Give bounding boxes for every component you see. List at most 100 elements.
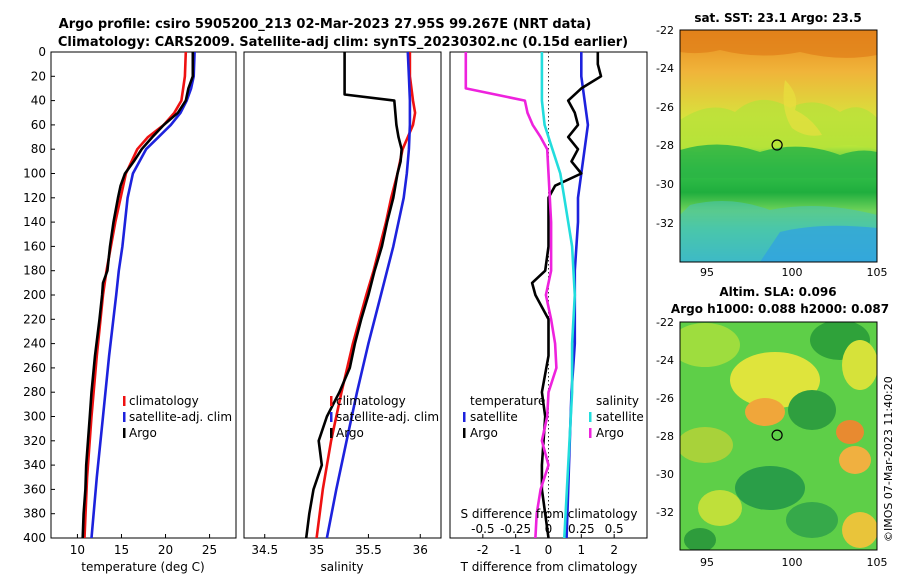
series-line-argo (81, 52, 195, 538)
legend-argo-label: Argo (129, 426, 157, 440)
sla-map-title: Altim. SLA: 0.096 (719, 285, 836, 299)
legend-satellite-swatch (123, 412, 126, 422)
sst-y-ticks: -22 -24 -26 -28 -30 -32 (656, 24, 674, 230)
sla-map-image (680, 322, 877, 550)
depth-tick-label: 200 (23, 288, 46, 302)
salinity-diff-tick-label: 0.25 (568, 522, 595, 536)
depth-tick-label: 320 (23, 434, 46, 448)
sst-xtick: 95 (700, 266, 714, 279)
legend-argo-label: Argo (336, 426, 364, 440)
x-tick-label: 20 (158, 543, 173, 557)
legend-climatology-label: climatology (336, 394, 406, 408)
series-line-salinity-satellite (540, 52, 577, 538)
series-line-climatology (83, 52, 188, 538)
legend-salinity-argo-label: Argo (596, 426, 624, 440)
depth-tick-label: 220 (23, 312, 46, 326)
legend-temperature-satellite-label: satellite (470, 410, 518, 424)
sla-map-subtitle: Argo h1000: 0.088 h2000: 0.087 (671, 302, 889, 316)
salinity-lines (304, 52, 417, 538)
temperature-legend: climatology satellite-adj. clim Argo (123, 394, 232, 440)
x-tick-label: 25 (202, 543, 217, 557)
legend-temperature-argo-swatch (463, 428, 466, 438)
sla-xtick: 95 (700, 556, 714, 569)
series-line-argo (304, 52, 403, 538)
depth-tick-label: 340 (23, 458, 46, 472)
difference-legend: temperature satellite Argo salinity sate… (463, 394, 644, 440)
legend-temperature-title: temperature (470, 394, 545, 408)
sst-map: sat. SST: 23.1 Argo: 23.5 -22 -24 -26 -2… (656, 11, 887, 279)
salinity-legend: climatology satellite-adj. clim Argo (330, 394, 439, 440)
legend-salinity-title: salinity (596, 394, 639, 408)
temperature-x-axis: 10 15 20 25 (70, 534, 217, 557)
sst-ytick: -28 (656, 139, 674, 152)
sst-ytick: -26 (656, 101, 674, 114)
series-line-salinity-argo (464, 52, 558, 538)
legend-satellite-swatch (330, 412, 333, 422)
depth-tick-label: 120 (23, 191, 46, 205)
legend-satellite-label: satellite-adj. clim (129, 410, 232, 424)
series-line-climatology (315, 52, 417, 538)
depth-axis: 0 20 40 60 80 100 120 140 160 180 200 220 240 260 280 3… (23, 45, 454, 545)
series-line-satellite-adj-clim (325, 52, 412, 538)
sla-ytick: -30 (656, 468, 674, 481)
sst-ytick: -24 (656, 62, 674, 75)
depth-tick-label: 80 (31, 142, 46, 156)
sla-ytick: -32 (656, 506, 674, 519)
x-tick-label: 15 (114, 543, 129, 557)
sla-ytick: -26 (656, 392, 674, 405)
salinity-diff-tick-label: -0.25 (500, 522, 531, 536)
sst-ytick: -22 (656, 24, 674, 37)
sla-xtick: 105 (867, 556, 888, 569)
legend-climatology-swatch (330, 396, 333, 406)
sla-y-ticks: -22 -24 -26 -28 -30 -32 (656, 316, 674, 519)
sst-xtick: 100 (782, 266, 803, 279)
depth-tick-label: 160 (23, 239, 46, 253)
depth-tick-label: 180 (23, 264, 46, 278)
x-tick-label: 36 (413, 543, 428, 557)
temperature-panel: 0 20 40 60 80 100 120 140 160 180 200 220 240 260 280 3… (23, 45, 454, 574)
legend-salinity-satellite-label: satellite (596, 410, 644, 424)
depth-tick-label: 300 (23, 410, 46, 424)
salinity-diff-tick-label: -0.5 (471, 522, 494, 536)
depth-tick-label: 60 (31, 118, 46, 132)
depth-tick-label: 360 (23, 482, 46, 496)
title-line-2: Climatology: CARS2009. Satellite-adj cli… (58, 35, 628, 50)
depth-tick-label: 140 (23, 215, 46, 229)
depth-tick-label: 20 (31, 69, 46, 83)
argo-location-marker (771, 429, 783, 441)
depth-tick-label: 280 (23, 385, 46, 399)
legend-climatology-label: climatology (129, 394, 199, 408)
salinity-diff-tick-label: 0.5 (605, 522, 624, 536)
x-tick-label: 0 (545, 543, 553, 557)
x-tick-label: 35 (309, 543, 324, 557)
sst-x-ticks: 95 100 105 (700, 266, 888, 279)
sla-ytick: -28 (656, 430, 674, 443)
temperature-xlabel: temperature (deg C) (81, 560, 204, 574)
legend-argo-swatch (330, 428, 333, 438)
depth-tick-label: 40 (31, 94, 46, 108)
sla-ytick: -22 (656, 316, 674, 329)
legend-argo-swatch (123, 428, 126, 438)
depth-tick-label: 100 (23, 167, 46, 181)
legend-salinity-argo-swatch (589, 428, 592, 438)
sla-map: Altim. SLA: 0.096 Argo h1000: 0.088 h200… (656, 285, 889, 569)
x-tick-label: -2 (477, 543, 489, 557)
difference-panel: -2 -1 0 1 2 -0.5 -0.25 0 0.25 0.5 S difference f… (449, 51, 648, 574)
salinity-difference-xlabel: S difference from climatology (461, 507, 638, 521)
x-tick-label: 1 (578, 543, 586, 557)
argo-location-marker (771, 139, 783, 151)
x-tick-label: 10 (70, 543, 85, 557)
legend-temperature-argo-label: Argo (470, 426, 498, 440)
sst-ytick: -30 (656, 178, 674, 191)
x-tick-label: 2 (610, 543, 618, 557)
legend-climatology-swatch (123, 396, 126, 406)
sla-ytick: -24 (656, 354, 674, 367)
sst-map-image (680, 30, 877, 262)
sst-ytick: -32 (656, 217, 674, 230)
sla-xtick: 100 (782, 556, 803, 569)
temperature-axes (50, 51, 237, 539)
title-line-1: Argo profile: csiro 5905200_213 02-Mar-2… (59, 17, 592, 32)
legend-salinity-satellite-swatch (589, 412, 592, 422)
temperature-lines (81, 52, 196, 538)
x-tick-label: 34.5 (251, 543, 278, 557)
